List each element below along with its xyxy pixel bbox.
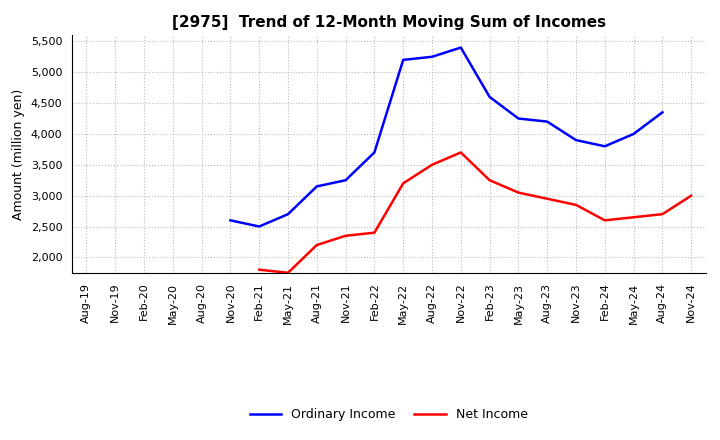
Ordinary Income xyxy=(399,57,408,62)
Net Income xyxy=(370,230,379,235)
Ordinary Income xyxy=(485,94,494,99)
Ordinary Income xyxy=(341,178,350,183)
Line: Net Income: Net Income xyxy=(259,152,691,273)
Ordinary Income xyxy=(370,150,379,155)
Ordinary Income xyxy=(312,184,321,189)
Ordinary Income xyxy=(572,137,580,143)
Legend: Ordinary Income, Net Income: Ordinary Income, Net Income xyxy=(245,403,533,425)
Net Income xyxy=(600,218,609,223)
Y-axis label: Amount (million yen): Amount (million yen) xyxy=(12,88,25,220)
Net Income xyxy=(658,212,667,217)
Ordinary Income xyxy=(658,110,667,115)
Ordinary Income xyxy=(600,143,609,149)
Ordinary Income xyxy=(428,54,436,59)
Net Income xyxy=(456,150,465,155)
Ordinary Income xyxy=(629,131,638,136)
Net Income xyxy=(428,162,436,168)
Ordinary Income xyxy=(543,119,552,124)
Net Income xyxy=(687,193,696,198)
Net Income xyxy=(485,178,494,183)
Net Income xyxy=(284,270,292,275)
Net Income xyxy=(341,233,350,238)
Ordinary Income xyxy=(456,45,465,50)
Net Income xyxy=(399,181,408,186)
Net Income xyxy=(572,202,580,208)
Net Income xyxy=(255,267,264,272)
Line: Ordinary Income: Ordinary Income xyxy=(230,48,662,227)
Net Income xyxy=(312,242,321,248)
Net Income xyxy=(514,190,523,195)
Ordinary Income xyxy=(284,212,292,217)
Ordinary Income xyxy=(514,116,523,121)
Title: [2975]  Trend of 12-Month Moving Sum of Incomes: [2975] Trend of 12-Month Moving Sum of I… xyxy=(172,15,606,30)
Ordinary Income xyxy=(255,224,264,229)
Ordinary Income xyxy=(226,218,235,223)
Net Income xyxy=(543,196,552,202)
Net Income xyxy=(629,215,638,220)
